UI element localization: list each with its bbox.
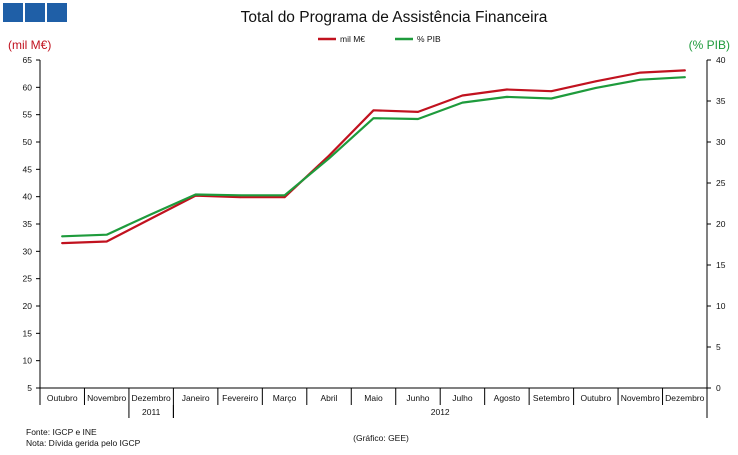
data-point-pib: [506, 96, 508, 98]
left-axis-tick-label: 55: [23, 110, 33, 120]
logo-square-icon: [47, 3, 67, 22]
legend: mil M€ % PIB: [318, 34, 441, 44]
year-group-label: 2011: [142, 407, 161, 417]
series-lines: [61, 69, 686, 245]
chart-title: Total do Programa de Assistência Finance…: [241, 9, 548, 26]
right-axis-tick-label: 25: [716, 178, 726, 188]
data-point-pib: [683, 76, 686, 79]
right-axis-tick-label: 10: [716, 301, 726, 311]
note-debt: Nota: Dívida gerida pelo IGCP: [26, 438, 141, 448]
x-axis-tick-label: Agosto: [494, 393, 521, 403]
data-point-mil: [150, 217, 153, 220]
data-point-pib: [594, 86, 597, 89]
data-point-mil: [105, 240, 108, 243]
data-point-mil: [639, 71, 642, 74]
legend-label-pib: % PIB: [417, 34, 441, 44]
x-axis-tick-label: Fevereiro: [222, 393, 258, 403]
logo-square-icon: [3, 3, 23, 22]
data-point-pib: [417, 118, 419, 120]
note-source: Fonte: IGCP e INE: [26, 427, 97, 437]
data-point-pib: [239, 194, 242, 197]
data-point-pib: [105, 233, 108, 236]
data-point-pib: [550, 97, 553, 100]
left-axis-tick-label: 35: [23, 219, 33, 229]
x-axis-tick-label: Janeiro: [182, 393, 210, 403]
left-axis-tick-label: 5: [27, 383, 32, 393]
year-group-label: 2012: [431, 407, 450, 417]
left-axis-tick-label: 45: [23, 164, 33, 174]
x-axis-tick-label: Abril: [321, 393, 338, 403]
x-axis-tick-label: Setembro: [533, 393, 570, 403]
left-axis-tick-label: 50: [23, 137, 33, 147]
x-axis-tick-label: Dezembro: [665, 393, 704, 403]
data-point-mil: [683, 69, 686, 72]
x-axis-tick-label: Outubro: [580, 393, 611, 403]
x-axis-tick-label: Março: [273, 393, 297, 403]
x-axis-tick-label: Novembro: [621, 393, 660, 403]
right-axis-tick-label: 40: [716, 55, 726, 65]
left-axis-tick-label: 25: [23, 274, 33, 284]
left-axis-tick-label: 20: [23, 301, 33, 311]
data-point-pib: [639, 78, 642, 81]
left-axis-tick-label: 40: [23, 192, 33, 202]
x-axis-tick-label: Maio: [364, 393, 383, 403]
right-axis-tick-label: 5: [716, 342, 721, 352]
data-point-mil: [417, 111, 419, 113]
right-axis-tick-label: 20: [716, 219, 726, 229]
x-axis-tick-label: Dezembro: [132, 393, 171, 403]
logo: [3, 3, 67, 22]
left-axis-tick-label: 65: [23, 55, 33, 65]
data-point-mil: [61, 242, 64, 245]
left-axis-tick-label: 60: [23, 82, 33, 92]
data-point-pib: [194, 193, 197, 196]
data-point-mil: [372, 109, 375, 112]
legend-label-mil: mil M€: [340, 34, 365, 44]
left-axis-tick-label: 30: [23, 246, 33, 256]
series-line-pib: [61, 76, 686, 238]
data-point-pib: [328, 157, 330, 160]
x-axis-tick-label: Julho: [452, 393, 473, 403]
right-axis-tick-label: 15: [716, 260, 726, 270]
x-axis-tick-label: Novembro: [87, 393, 126, 403]
right-axis-label: (% PIB): [689, 38, 730, 52]
data-point-mil: [239, 196, 242, 199]
axes: 5 10 15 20 25 30 35 40 45 50 55 60 65 0 5 10 15 20 25 30 35 4…: [23, 55, 726, 418]
left-axis-tick-label: 15: [23, 328, 33, 338]
data-point-mil: [506, 88, 508, 91]
x-axis-tick-label: Junho: [406, 393, 429, 403]
data-point-mil: [328, 154, 330, 157]
data-point-pib: [461, 101, 464, 104]
right-axis-tick-label: 30: [716, 137, 726, 147]
data-point-pib: [61, 235, 64, 238]
right-axis-tick-label: 35: [716, 96, 726, 106]
data-point-pib: [372, 117, 375, 120]
data-point-mil: [550, 90, 553, 93]
chart-credit: (Gráfico: GEE): [353, 433, 409, 443]
series-line-mil: [61, 69, 686, 245]
right-axis-tick-label: 0: [716, 383, 721, 393]
left-axis-tick-label: 10: [23, 356, 33, 366]
data-point-mil: [283, 196, 286, 199]
data-point-mil: [461, 94, 464, 97]
data-point-pib: [283, 194, 286, 197]
data-point-pib: [150, 213, 153, 216]
x-axis-tick-label: Outubro: [47, 393, 78, 403]
left-axis-label: (mil M€): [8, 38, 51, 52]
data-point-mil: [594, 80, 597, 83]
logo-square-icon: [25, 3, 45, 22]
